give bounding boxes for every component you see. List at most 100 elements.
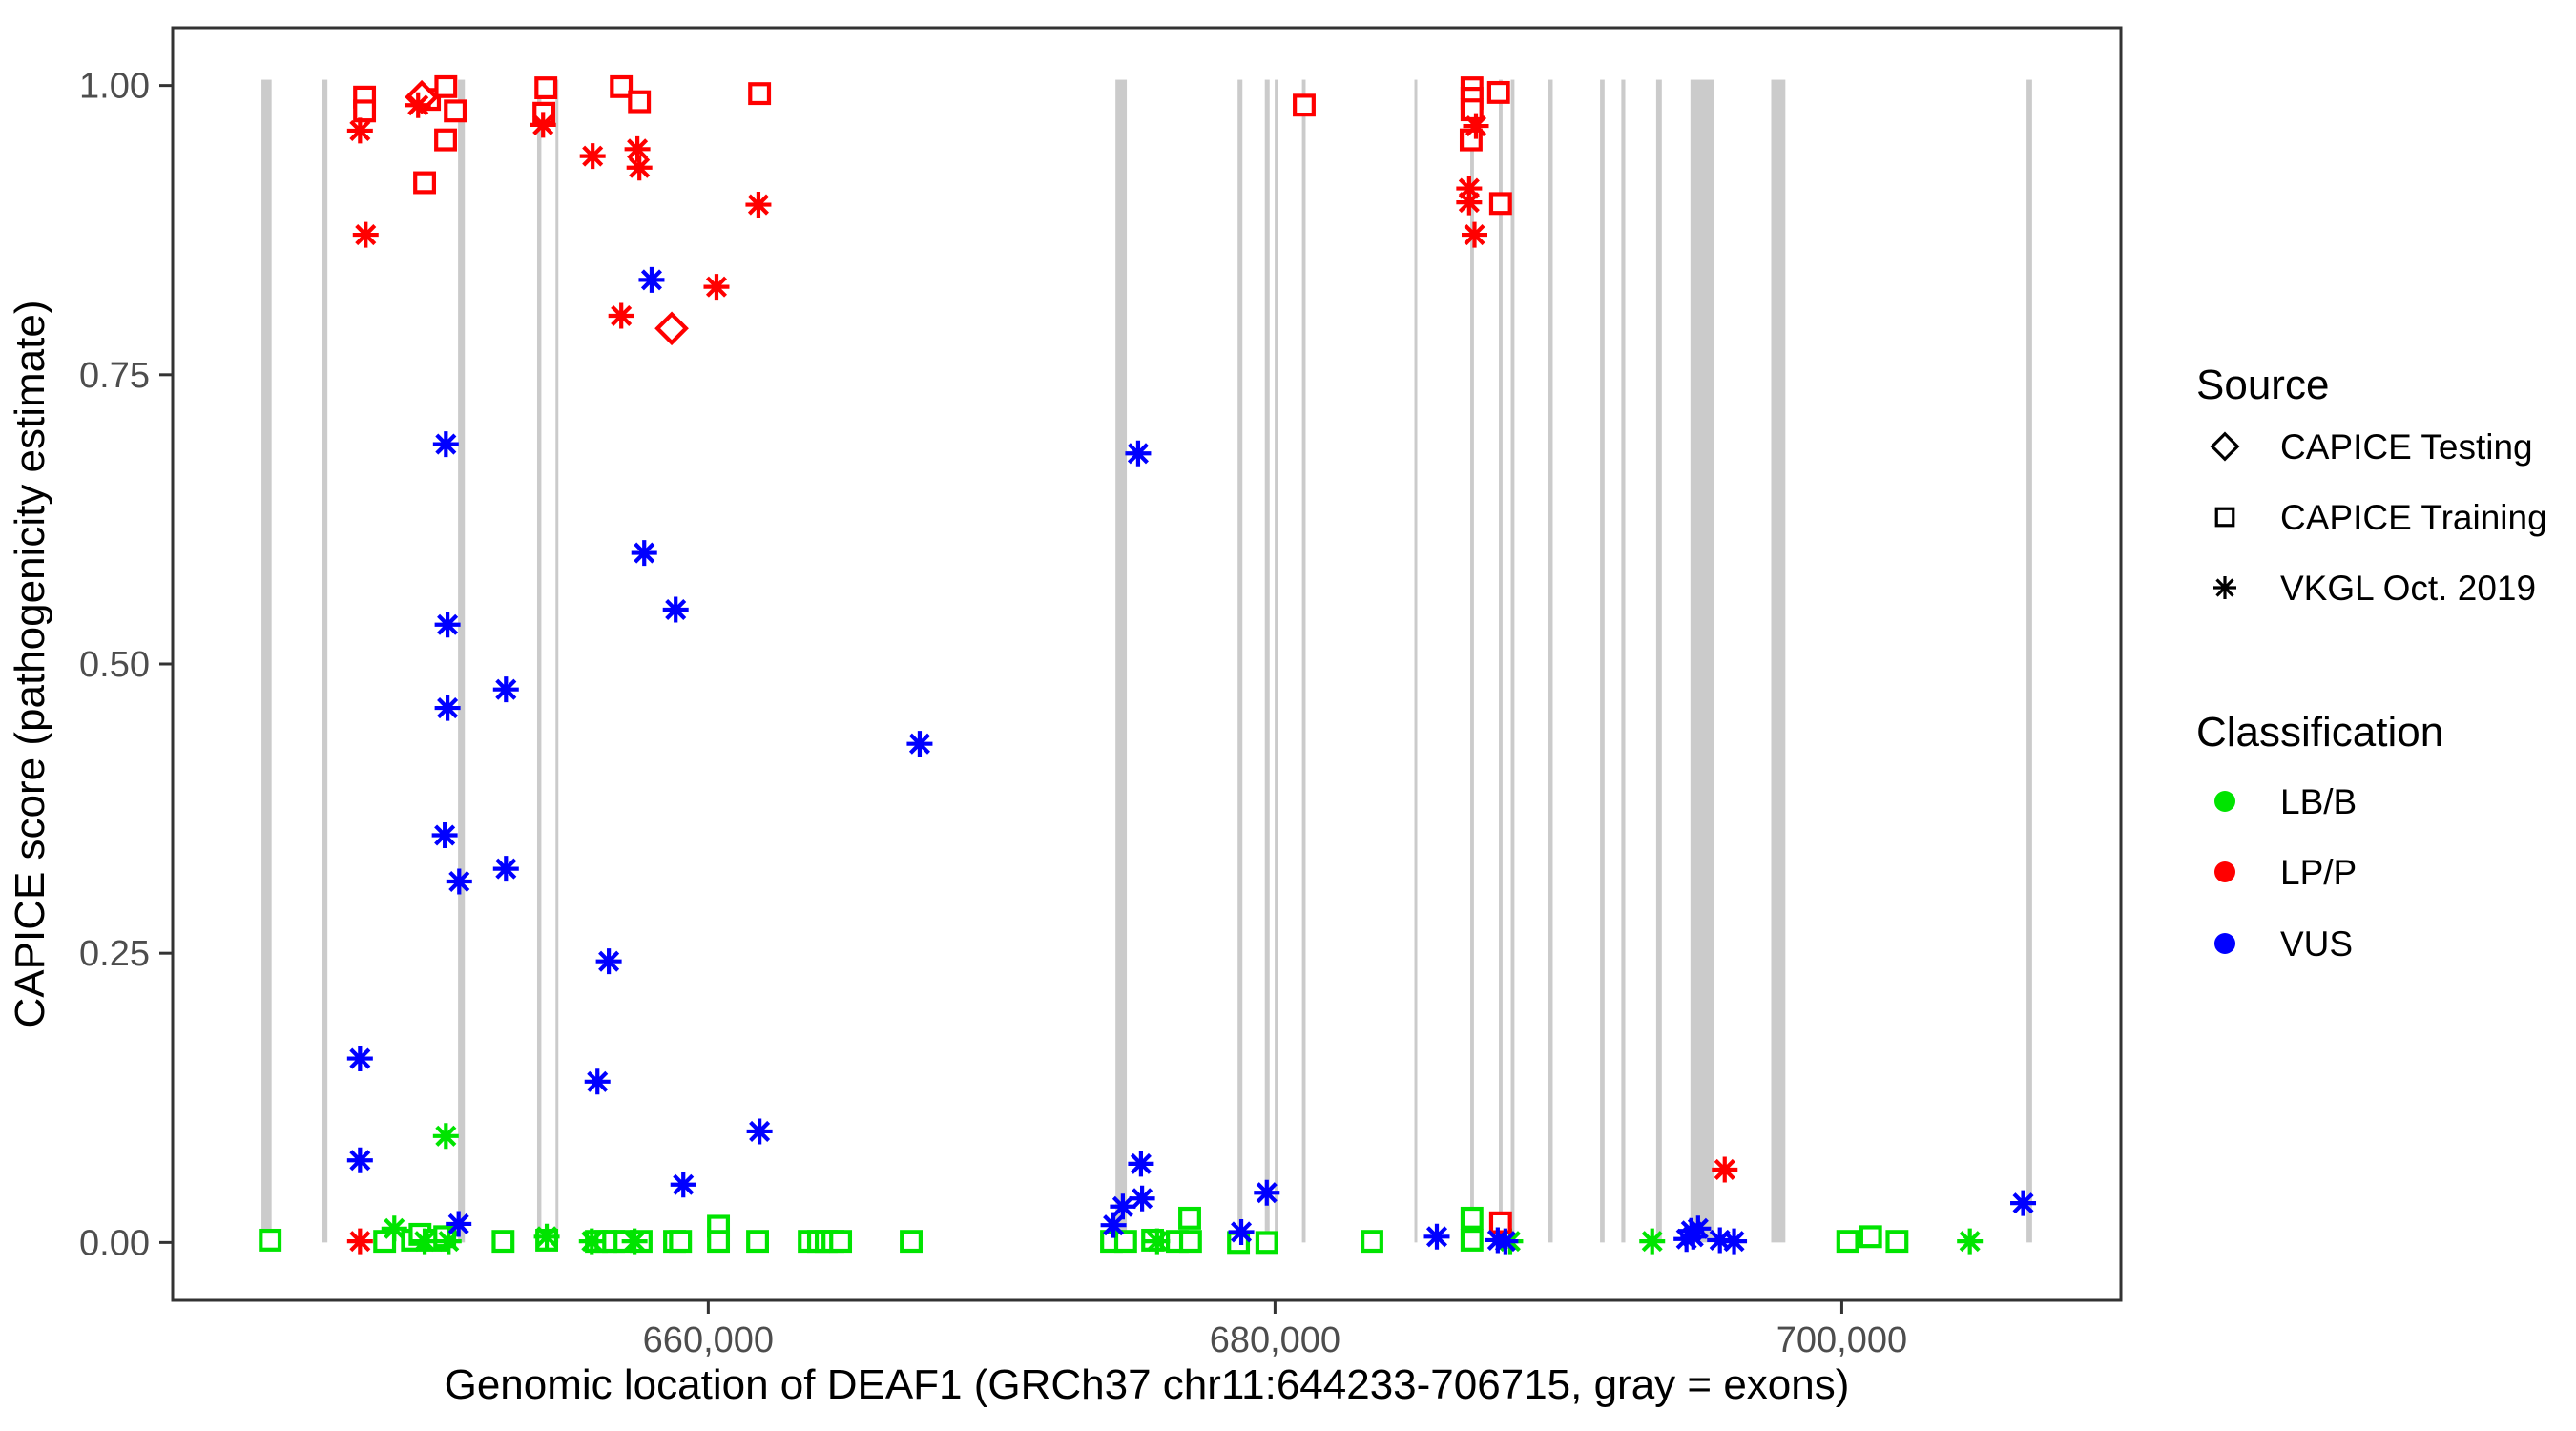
data-point-asterisk xyxy=(1423,1223,1450,1250)
data-point-asterisk xyxy=(662,596,689,623)
data-point-asterisk xyxy=(906,731,933,757)
data-point-asterisk xyxy=(1100,1212,1127,1238)
data-point-asterisk xyxy=(1712,1156,1738,1183)
x-axis-title: Genomic location of DEAF1 (GRCh37 chr11:… xyxy=(445,1361,1850,1408)
exon-bar xyxy=(1414,79,1418,1243)
asterisk-icon xyxy=(2213,576,2236,599)
exon-bar xyxy=(1264,79,1270,1243)
y-axis-tick-label: 1.00 xyxy=(79,67,150,107)
y-axis-tick-label: 0.75 xyxy=(79,356,150,396)
legend-classification-label: LP/P xyxy=(2280,853,2357,892)
exon-bar xyxy=(458,79,466,1243)
data-point-asterisk xyxy=(1639,1228,1666,1255)
panel-border xyxy=(171,26,2123,1302)
data-point-asterisk xyxy=(608,302,634,329)
data-point-asterisk xyxy=(434,695,461,721)
data-point-asterisk xyxy=(703,274,730,301)
data-point-asterisk xyxy=(1680,1223,1707,1250)
data-point-square xyxy=(1488,192,1512,216)
y-axis-title: CAPICE score (pathogenicity estimate) xyxy=(7,301,53,1028)
data-point-square xyxy=(491,1230,515,1254)
exon-bar xyxy=(1655,79,1662,1243)
data-point-square xyxy=(534,76,558,100)
data-point-asterisk xyxy=(435,1228,462,1255)
data-point-square xyxy=(707,1230,731,1254)
data-point-diamond xyxy=(654,311,689,346)
data-point-asterisk xyxy=(434,612,461,638)
square-icon xyxy=(2214,507,2235,528)
data-point-asterisk xyxy=(1456,189,1483,216)
data-point-square xyxy=(628,90,652,114)
data-point-asterisk xyxy=(624,135,651,162)
data-point-square xyxy=(900,1230,923,1254)
exon-bar xyxy=(261,79,272,1243)
data-point-square xyxy=(1885,1230,1909,1254)
data-point-asterisk xyxy=(1456,176,1483,202)
data-point-asterisk xyxy=(352,221,379,248)
data-point-asterisk xyxy=(381,1215,407,1242)
data-point-asterisk xyxy=(584,1068,611,1095)
exon-bar xyxy=(536,79,542,1243)
exon-bars xyxy=(261,79,2032,1243)
data-point-asterisk xyxy=(1254,1179,1280,1206)
exon-bar xyxy=(1301,79,1306,1243)
data-point-square xyxy=(1836,1230,1859,1254)
exon-bar xyxy=(1548,79,1553,1243)
data-point-asterisk xyxy=(432,431,459,458)
data-point-asterisk xyxy=(1707,1227,1734,1254)
exon-bar xyxy=(1115,79,1128,1243)
data-point-asterisk xyxy=(745,192,772,218)
data-point-square xyxy=(1859,1225,1882,1249)
legend-classification-title: Classification xyxy=(2196,709,2443,756)
legend-source-items: CAPICE Testing CAPICE Training VKGL Oct. 2… xyxy=(2210,427,2547,608)
data-point-asterisk xyxy=(1463,113,1489,139)
data-point-square xyxy=(434,128,457,152)
data-point-asterisk xyxy=(431,821,458,848)
legend-source-label: CAPICE Testing xyxy=(2280,427,2533,467)
data-point-square xyxy=(610,74,634,98)
classification-dot-icon xyxy=(2214,933,2235,954)
data-point-asterisk xyxy=(579,143,606,170)
plot-panel xyxy=(171,26,2123,1302)
data-point-square xyxy=(1361,1230,1383,1254)
data-point-asterisk xyxy=(1125,440,1152,467)
data-point-square xyxy=(1460,1206,1484,1230)
data-point-asterisk xyxy=(432,1123,459,1150)
exon-bar xyxy=(1275,79,1278,1243)
data-point-asterisk xyxy=(411,1228,438,1255)
data-point-square xyxy=(434,74,458,98)
data-point-asterisk xyxy=(1110,1193,1136,1220)
data-point-square xyxy=(1113,1230,1137,1254)
data-point-asterisk xyxy=(626,155,653,181)
exon-bar xyxy=(2026,79,2032,1243)
data-point-asterisk xyxy=(1721,1228,1748,1255)
x-axis-tick-label: 680,000 xyxy=(1210,1320,1340,1360)
data-point-square xyxy=(748,82,772,106)
data-point-asterisk xyxy=(1492,1228,1519,1255)
data-points xyxy=(259,74,2037,1255)
data-point-asterisk xyxy=(1462,221,1487,248)
legend-source-label: VKGL Oct. 2019 xyxy=(2280,569,2536,608)
exon-bar xyxy=(1510,79,1515,1243)
data-point-square xyxy=(829,1230,853,1254)
x-axis-tick-label: 660,000 xyxy=(643,1320,774,1360)
data-point-asterisk xyxy=(446,1211,472,1237)
data-point-asterisk xyxy=(446,868,472,895)
data-point-asterisk xyxy=(530,112,556,138)
data-point-asterisk xyxy=(1673,1226,1700,1253)
data-point-asterisk xyxy=(346,117,373,144)
data-point-asterisk xyxy=(1129,1185,1155,1212)
legend: Source CAPICE Testing CAPICE Training VKGL… xyxy=(2196,362,2547,964)
data-point-square xyxy=(1486,80,1510,104)
data-point-asterisk xyxy=(346,1046,373,1072)
data-point-square xyxy=(259,1228,282,1252)
data-point-asterisk xyxy=(1957,1228,1984,1255)
data-point-asterisk xyxy=(2010,1190,2037,1216)
data-point-asterisk xyxy=(621,1228,648,1255)
data-point-asterisk xyxy=(1685,1215,1712,1242)
data-point-square xyxy=(1255,1231,1278,1255)
data-point-asterisk xyxy=(670,1172,696,1198)
x-axis-tick-label: 700,000 xyxy=(1776,1320,1907,1360)
exon-bar xyxy=(1499,79,1503,1243)
